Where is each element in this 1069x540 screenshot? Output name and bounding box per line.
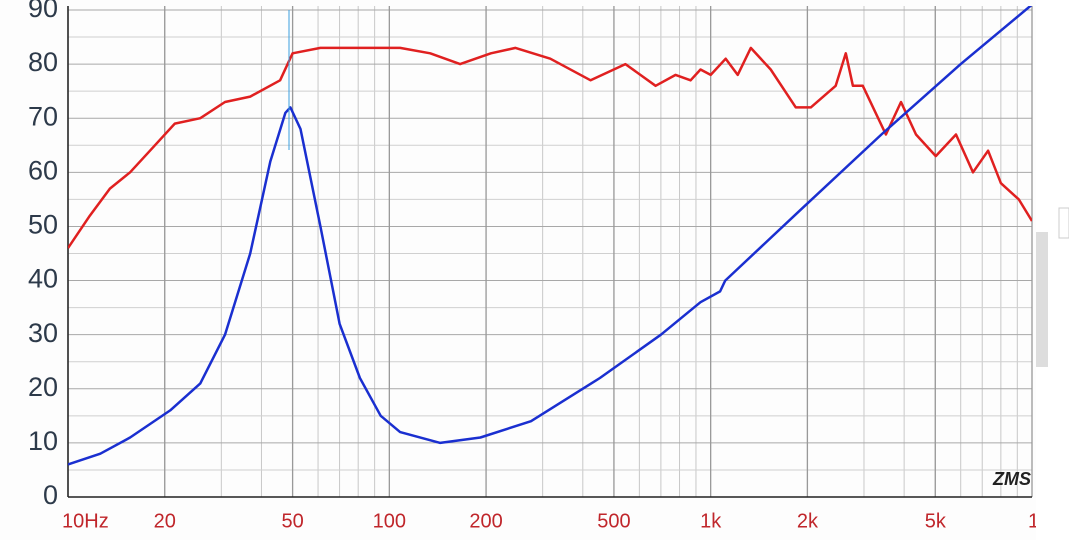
data-line <box>68 6 1032 466</box>
watermark: ZMS <box>992 469 1031 489</box>
x-tick-label: 2k <box>797 510 819 532</box>
y-tick-label: 70 <box>28 101 58 131</box>
grid <box>67 6 1033 498</box>
y-tick-label: 0 <box>43 480 58 510</box>
x-tick-label: 5k <box>925 510 947 532</box>
labels: 0 10 20 30 40 50 60 70 80 90 10Hz 20 50 100 200 500 1k 2k… <box>28 0 1061 532</box>
y-tick-label: 60 <box>28 155 58 185</box>
x-tick-label: 50 <box>281 510 303 532</box>
panel-button[interactable] <box>1058 207 1069 239</box>
y-tick-label: 10 <box>28 426 58 456</box>
plot-lines <box>68 6 1032 466</box>
y-tick-label: 40 <box>28 264 58 294</box>
y-tick-label: 90 <box>28 0 58 23</box>
y-tick-label: 80 <box>28 47 58 77</box>
x-tick-label: 20 <box>154 510 176 532</box>
scrollbar[interactable] <box>1036 232 1048 367</box>
x-tick-label: 500 <box>597 510 630 532</box>
y-tick-label: 30 <box>28 318 58 348</box>
y-tick-label: 20 <box>28 372 58 402</box>
data-line <box>68 46 1032 249</box>
y-tick-label: 50 <box>28 210 58 240</box>
x-tick-label: 1k <box>700 510 722 532</box>
x-tick-label: 100 <box>373 510 406 532</box>
x-tick-label: 200 <box>469 510 502 532</box>
x-tick-label: 10Hz <box>62 510 109 532</box>
